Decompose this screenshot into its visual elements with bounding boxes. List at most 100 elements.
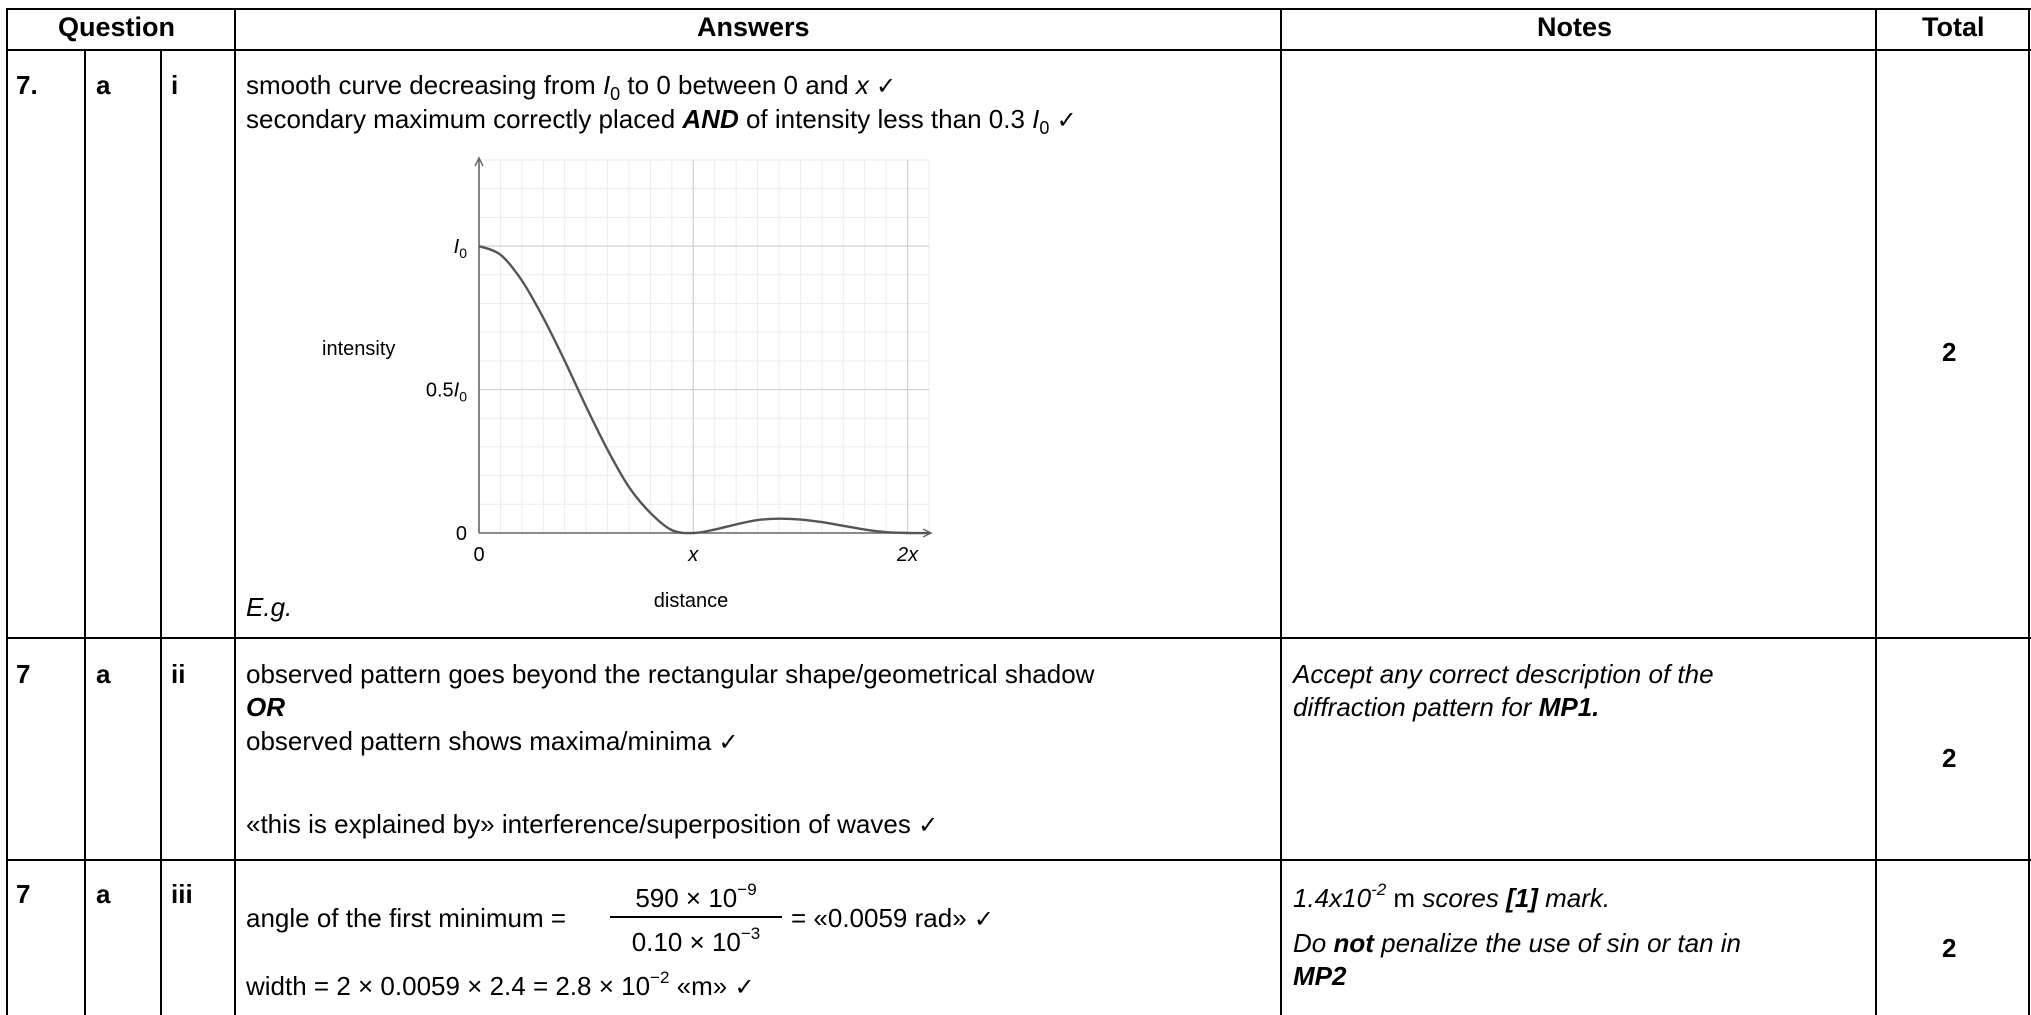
column-divider [1875, 8, 1877, 1015]
header-question: Question [58, 12, 176, 42]
intensity-curve [478, 244, 930, 535]
subscript: 0 [610, 84, 621, 104]
exponent: −2 [650, 968, 670, 987]
x-tick-label: 0 [473, 544, 484, 566]
fraction-denominator: 0.10 × 10−3 [610, 924, 782, 958]
y-tick-label: 0.5I0 [426, 380, 467, 405]
header-notes: Notes [1537, 12, 1613, 42]
question-part: a [96, 659, 111, 689]
width-line: width = 2 × 0.0059 × 2.4 = 2.8 × 10−2 «m… [246, 969, 755, 999]
y-axis-label: intensity [322, 338, 395, 360]
subscript: 0 [1039, 118, 1050, 138]
notes-line: 1.4x10-2 m scores [1] mark. [1293, 881, 1610, 911]
check-mark-icon: ✓ [734, 973, 755, 1001]
answer-text: = «0.0059 rad» [791, 903, 967, 933]
equals-sign: = [550, 903, 567, 933]
column-divider [84, 49, 86, 1015]
marking-point: MP2 [1293, 961, 1347, 991]
answer-text: observed pattern shows maxima/minima [246, 726, 719, 756]
exponent: −9 [737, 880, 757, 899]
check-mark-icon: ✓ [973, 905, 994, 933]
x-tick-label: 2x [896, 544, 919, 566]
question-number: 7 [16, 659, 31, 689]
question-subpart: iii [171, 879, 193, 909]
intensity-distance-chart: 0 x 2x 0 0.5I0 I0 intensity distance [322, 156, 933, 612]
notes-value: 1.4x10 [1293, 883, 1372, 913]
fraction-numerator: 590 × 10−9 [610, 880, 782, 914]
angle-label: angle of the first minimum = [246, 905, 566, 931]
answer-line: smooth curve decreasing from I0 to 0 bet… [246, 72, 896, 103]
notes-text: scores [1422, 883, 1507, 913]
notes-text: Do [1293, 928, 1334, 958]
table-border-right [2028, 8, 2030, 1015]
x-axis-arrow-icon [922, 528, 933, 538]
unit: «m» [669, 971, 735, 1001]
column-divider [234, 8, 236, 1015]
total-marks: 2 [1942, 933, 1957, 963]
answer-line: «this is explained by» interference/supe… [246, 811, 938, 837]
symbol-x: x [855, 70, 869, 100]
question-number: 7 [16, 879, 31, 909]
answer-text: angle of the first minimum [246, 903, 551, 933]
width-expression: = 2 × 0.0059 × 2.4 = 2.8 × 10 [313, 971, 651, 1001]
header-total: Total [1922, 12, 1985, 42]
x-axis-label: distance [654, 590, 729, 612]
answer-text: secondary maximum correctly placed [246, 104, 683, 134]
notes-unit: m [1386, 883, 1423, 913]
numerator-text: 590 × 10 [635, 883, 738, 913]
total-marks: 2 [1942, 743, 1957, 773]
question-part: a [96, 879, 111, 909]
total-marks: 2 [1942, 337, 1957, 367]
notes-line: diffraction pattern for MP1. [1293, 694, 1599, 720]
denominator-text: 0.10 × 10 [631, 927, 741, 957]
notes-text: diffraction pattern for [1293, 692, 1539, 722]
notes-text: mark. [1537, 883, 1611, 913]
symbol-i: I [602, 70, 611, 100]
chart-ticks: 0 x 2x 0 0.5I0 I0 [426, 236, 919, 566]
question-subpart: ii [171, 659, 186, 689]
x-tick-label: x [687, 544, 699, 566]
header-answers: Answers [697, 12, 810, 42]
check-mark-icon: ✓ [918, 811, 939, 839]
check-mark-icon: ✓ [1056, 106, 1077, 134]
or-keyword: OR [246, 692, 285, 722]
question-subpart: i [171, 70, 179, 100]
exponent: -2 [1371, 880, 1387, 899]
and-keyword: AND [682, 104, 739, 134]
answer-text: to 0 between 0 and [620, 70, 856, 100]
answer-text: of intensity less than 0.3 [738, 104, 1033, 134]
answer-text: «this is explained by» interference/supe… [246, 809, 919, 839]
header-divider [6, 49, 2031, 51]
notes-text: penalize the use of sin or tan in [1373, 928, 1742, 958]
example-label: E.g. [246, 592, 293, 622]
fraction-bar [610, 916, 782, 918]
row-divider [6, 859, 2031, 861]
symbol-i: I [1032, 104, 1040, 134]
notes-line: Accept any correct description of the [1293, 659, 1714, 689]
row-divider [6, 637, 2031, 639]
answer-text: width [246, 971, 314, 1001]
answer-line: observed pattern goes beyond the rectang… [246, 659, 1095, 689]
y-tick-label: I0 [454, 236, 468, 261]
marking-point: MP1. [1538, 692, 1600, 722]
answer-line: secondary maximum correctly placed AND o… [246, 106, 1077, 137]
column-divider [160, 49, 162, 1015]
column-divider [1280, 8, 1282, 1015]
chart-grid [479, 159, 930, 533]
y-tick-label: 0 [456, 523, 467, 545]
notes-line: Do not penalize the use of sin or tan in [1293, 930, 1741, 956]
table-border-top [6, 8, 2031, 10]
check-mark-icon: ✓ [876, 72, 897, 100]
question-part: a [96, 70, 111, 100]
exponent: −3 [740, 924, 761, 943]
not-keyword: not [1333, 928, 1374, 958]
answer-text: smooth curve decreasing from [246, 70, 603, 100]
table-border-left [6, 8, 8, 1015]
question-number: 7. [16, 70, 38, 100]
check-mark-icon: ✓ [718, 728, 739, 756]
y-axis-arrow-icon [474, 156, 484, 167]
angle-result: = «0.0059 rad» ✓ [791, 905, 994, 931]
chart-axes [474, 156, 933, 538]
answer-line: observed pattern shows maxima/minima ✓ [246, 728, 739, 754]
